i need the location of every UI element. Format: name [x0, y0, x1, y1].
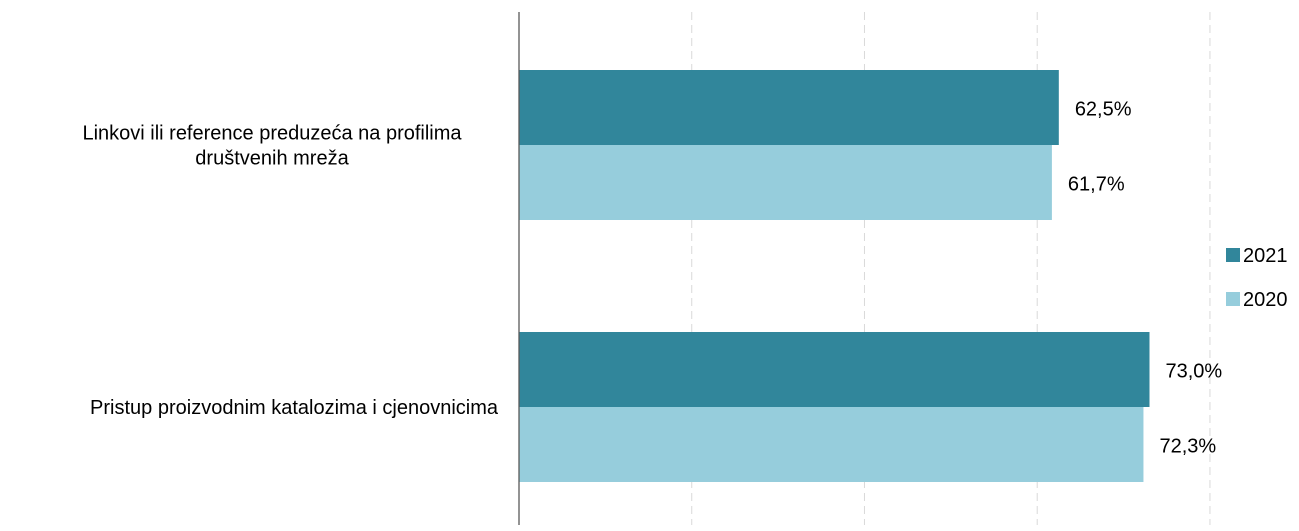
bar-2021-1 [519, 332, 1150, 407]
value-label-2021-1: 73,0% [1166, 361, 1223, 383]
value-label-2021-0: 62,5% [1075, 99, 1132, 121]
bars [519, 70, 1150, 482]
bar-2020-1 [519, 407, 1144, 482]
category-label-0: Linkovi ili reference preduzeća na profi… [82, 123, 462, 170]
legend-swatch-2020 [1226, 292, 1240, 306]
bar-2020-0 [519, 145, 1052, 220]
value-labels: 62,5% 61,7% 73,0% 72,3% [1068, 99, 1223, 458]
legend-swatch-2021 [1226, 248, 1240, 262]
legend-label-2020: 2020 [1243, 289, 1288, 311]
category-label-1: Pristup proizvodnim katalozima i cjenovn… [90, 397, 499, 419]
legend: 2021 2020 [1226, 245, 1288, 311]
bar-2021-0 [519, 70, 1059, 145]
value-label-2020-0: 61,7% [1068, 174, 1125, 196]
value-label-2020-1: 72,3% [1159, 436, 1216, 458]
legend-label-2021: 2021 [1243, 245, 1288, 267]
category-labels: Linkovi ili reference preduzeća na profi… [82, 123, 498, 420]
